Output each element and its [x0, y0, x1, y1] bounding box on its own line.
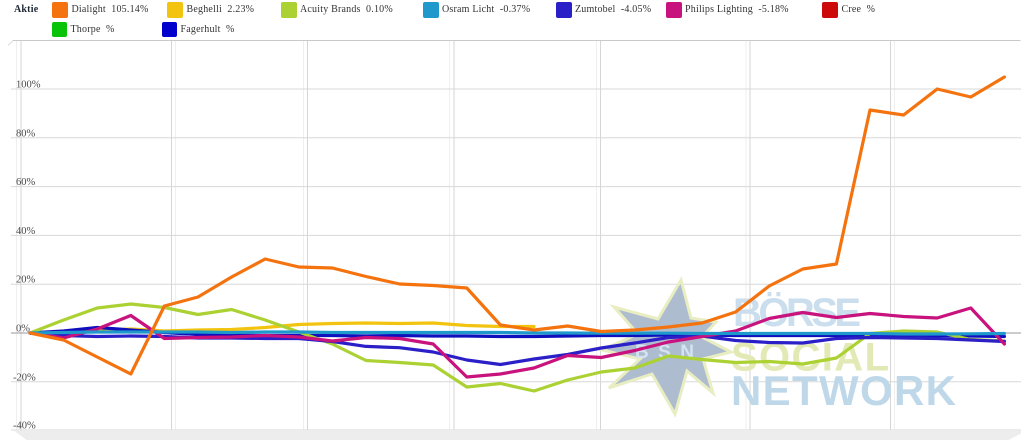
svg-text:20%: 20%: [16, 275, 36, 286]
svg-text:0%: 0%: [16, 324, 30, 335]
svg-text:60%: 60%: [16, 177, 36, 188]
svg-text:-40%: -40%: [13, 421, 36, 432]
svg-text:BSN: BSN: [635, 342, 694, 363]
svg-text:100%: 100%: [16, 80, 41, 91]
svg-text:-20%: -20%: [13, 372, 36, 383]
svg-text:NETWORK: NETWORK: [731, 367, 956, 414]
svg-text:80%: 80%: [16, 128, 36, 139]
svg-text:40%: 40%: [16, 226, 36, 237]
